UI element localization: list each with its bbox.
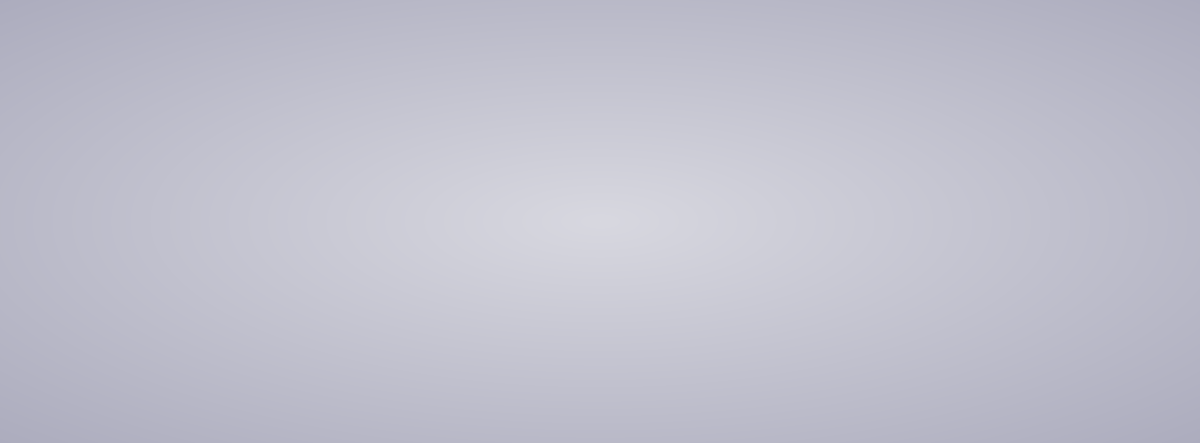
Text: (Remember to type $\mathit{sqrt(x)}$ for $\sqrt{x}$.): (Remember to type $\mathit{sqrt(x)}$ for… [164, 238, 482, 262]
FancyBboxPatch shape [199, 201, 314, 229]
Text: Give an exact value.: Give an exact value. [164, 172, 349, 190]
Text: $L=$: $L=$ [164, 206, 199, 225]
Text: Number: Number [204, 207, 265, 222]
Text: $x(t) = 6 + 3t^2, \quad y(t) = 6 + 2t^3, \quad 0 \leq t \leq 1$: $x(t) = 6 + 3t^2, \quad y(t) = 6 + 2t^3,… [379, 119, 851, 151]
Text: Determine the arc length of the curve defined parametrically by: Determine the arc length of the curve de… [164, 76, 768, 95]
